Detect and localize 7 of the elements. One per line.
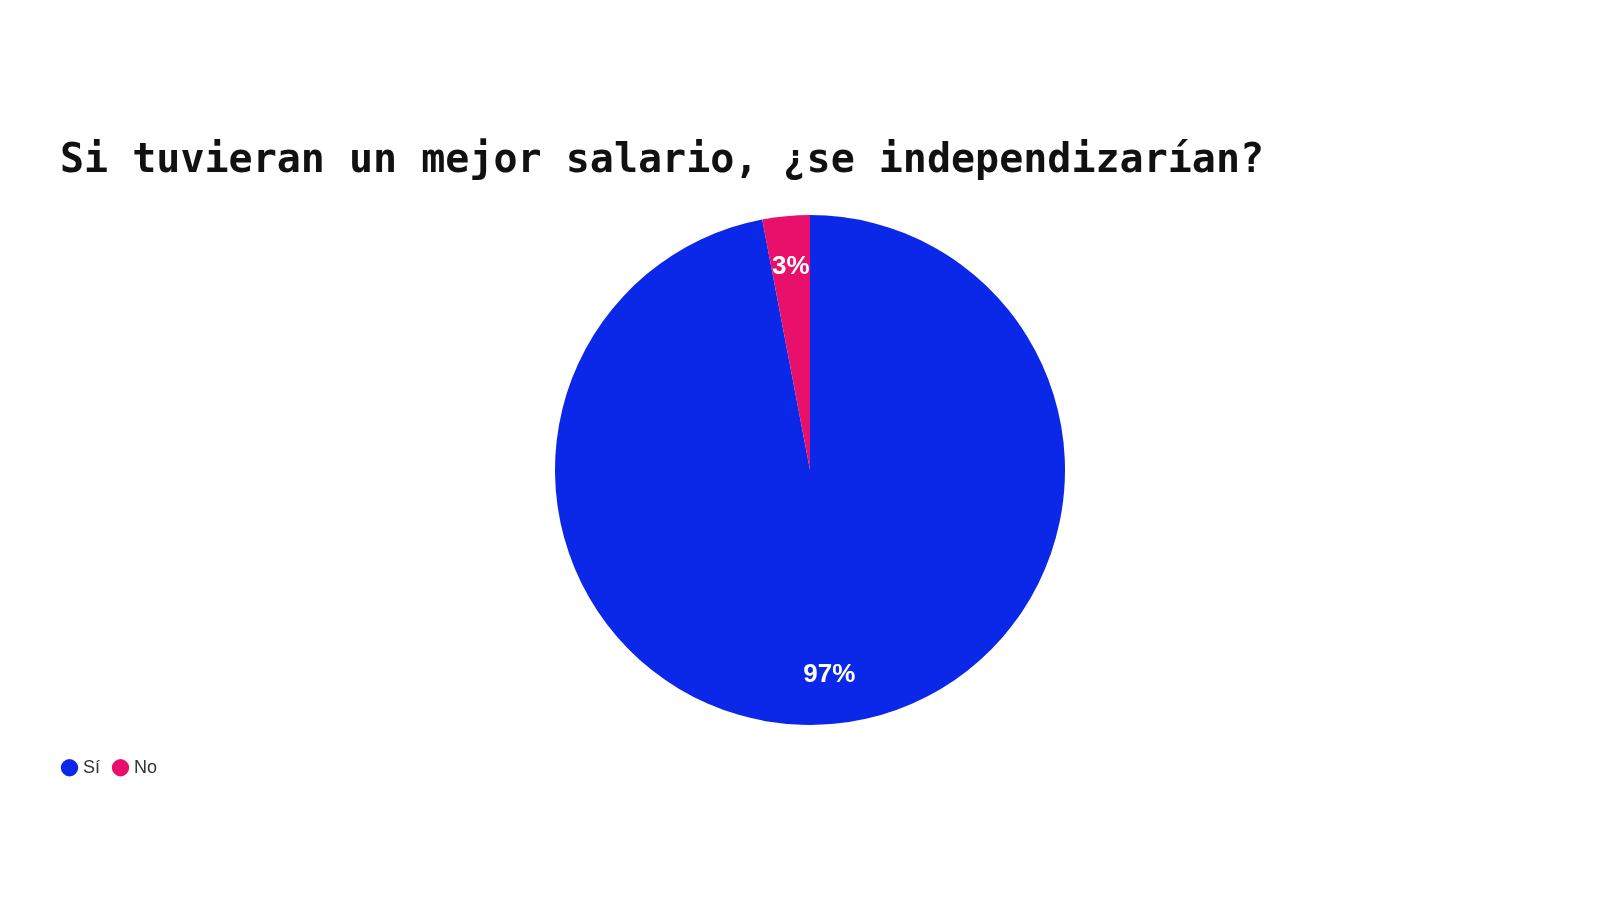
chart-title: Si tuvieran un mejor salario, ¿se independizarían?: [60, 135, 1265, 181]
legend-label: Sí: [83, 756, 101, 777]
legend-label: No: [134, 756, 158, 777]
pie-slice: [762, 215, 810, 470]
data-label: 97%: [803, 658, 856, 689]
pie-slice: [555, 215, 1065, 725]
data-label: 3%: [771, 249, 810, 280]
